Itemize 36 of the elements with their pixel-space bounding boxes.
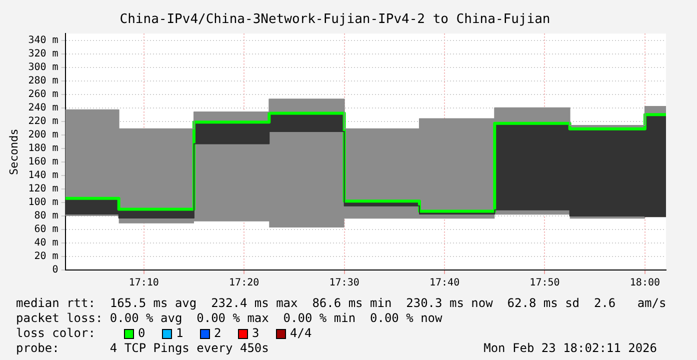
y-tick-label: 160 m [28, 156, 58, 168]
y-tick-label: 220 m [28, 116, 58, 127]
y-tick-label: 280 m [28, 75, 58, 86]
y-tick-label: 340 m [28, 34, 58, 46]
text: loss color: [16, 326, 96, 341]
x-tick-label: 17:40 [429, 278, 460, 289]
text: median rtt: 165.5 ms avg 232.4 ms max 86.6 ms min 230.3 ms now 62.8 ms sd 2.6 am/s [16, 296, 666, 311]
text: Mon Feb 23 18:02:11 2026 [484, 341, 657, 356]
y-tick-label: 120 m [28, 184, 58, 195]
y-axis-title: Seconds [7, 128, 20, 175]
text: packet loss: 0.00 % avg 0.00 % max 0.00 % min 0.00 % now [16, 311, 442, 326]
y-tick-label: 320 m [28, 48, 58, 60]
text: 1 [176, 326, 184, 341]
y-tick-label: 180 m [28, 143, 58, 154]
x-tick-label: 18:00 [630, 278, 660, 289]
text: 0 [138, 326, 146, 341]
y-tick-label: 60 m [34, 224, 58, 236]
y-tick-label: 260 m [28, 88, 58, 100]
x-tick-label: 17:50 [530, 278, 560, 289]
y-tick-label: 100 m [28, 197, 58, 208]
x-tick-label: 17:20 [229, 278, 260, 289]
y-tick-label: 40 m [34, 238, 58, 249]
text: 4/4 [290, 326, 312, 341]
y-tick-label: 20 m [34, 251, 58, 262]
y-tick-label: 80 m [34, 210, 58, 222]
y-tick-label: 0 [52, 264, 58, 276]
text: 2 [214, 326, 222, 341]
y-tick-label: 200 m [28, 130, 58, 141]
x-tick-label: 17:30 [329, 278, 360, 289]
chart-title: China-IPv4/China-3Network-Fujian-IPv4-2 to China-Fujian [120, 12, 550, 28]
text: 3 [252, 326, 260, 341]
y-tick-label: 240 m [28, 102, 58, 114]
y-tick-label: 140 m [28, 170, 58, 182]
y-tick-label: 300 m [28, 62, 58, 73]
text: probe: 4 TCP Pings every 450s [16, 341, 269, 356]
x-tick-label: 17:10 [128, 278, 159, 289]
